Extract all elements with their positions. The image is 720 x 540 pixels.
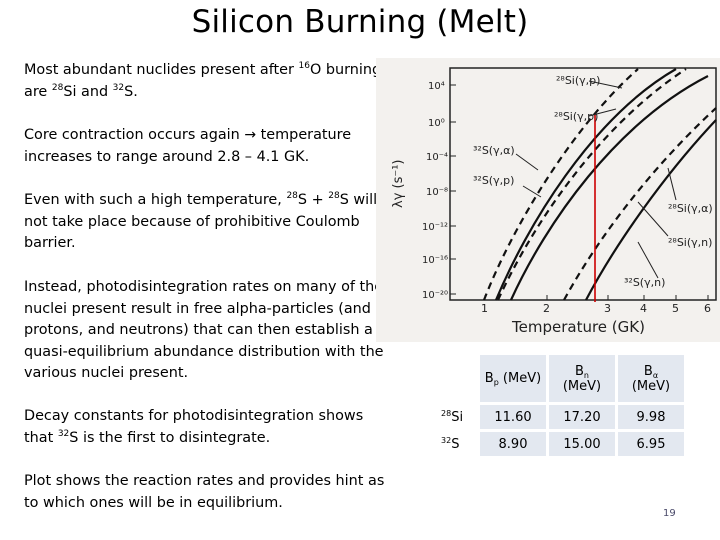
curve-s-gamma-n bbox=[563, 107, 717, 301]
x-tick-label: 6 bbox=[704, 302, 711, 315]
bn-value: 15.00 bbox=[549, 432, 615, 456]
header-subscript: α bbox=[652, 370, 659, 380]
curve-s-gamma-p bbox=[482, 68, 639, 301]
y-tick-label: 10⁰ bbox=[428, 118, 445, 129]
nuclide-cell: 32S bbox=[439, 432, 477, 456]
x-axis-label: Temperature (GK) bbox=[511, 318, 645, 336]
table-corner-cell bbox=[439, 355, 477, 402]
superscript: 32 bbox=[112, 82, 125, 93]
x-tick-label: 5 bbox=[672, 302, 679, 315]
ba-value: 6.95 bbox=[618, 432, 684, 456]
header-text: B bbox=[484, 371, 494, 386]
pointer-line bbox=[588, 108, 617, 117]
curve-label: ³²S(γ,α) bbox=[473, 144, 515, 157]
right-arrow-icon: → bbox=[244, 127, 257, 143]
text-run: S is the first to disintegrate. bbox=[69, 429, 271, 446]
pointer-line bbox=[637, 201, 669, 237]
page-number: 19 bbox=[663, 508, 676, 519]
curve-label: ³²S(γ,n) bbox=[624, 276, 665, 289]
y-tick-label: 10⁻¹² bbox=[422, 222, 448, 233]
header-text: B bbox=[575, 363, 584, 379]
paragraph-abundant-nuclides: Most abundant nuclides present after 16O… bbox=[24, 60, 389, 103]
paragraph-core-contraction: Core contraction occurs again → temperat… bbox=[24, 125, 369, 168]
table-header-row: Bp (MeV) Bn (MeV) Bα (MeV) bbox=[439, 355, 684, 402]
text-run: Even with such a high temperature, bbox=[24, 192, 287, 208]
text-run: Si and bbox=[63, 83, 113, 100]
y-tick-label: 10⁻⁸ bbox=[426, 187, 448, 198]
ba-value: 9.98 bbox=[618, 405, 684, 429]
y-tick-label: 10⁴ bbox=[428, 81, 445, 92]
y-tick-label: 10⁻⁴ bbox=[426, 152, 448, 163]
curve-label: ²⁸Si(γ,p) bbox=[556, 74, 600, 87]
header-unit: (MeV) bbox=[631, 378, 671, 394]
bp-value: 11.60 bbox=[480, 405, 546, 429]
header-ba: Bα (MeV) bbox=[618, 355, 684, 402]
pointer-line bbox=[515, 153, 539, 171]
superscript: 16 bbox=[298, 61, 310, 71]
y-ticks bbox=[450, 84, 456, 295]
text-run: temperature increases to range around 2.… bbox=[24, 127, 352, 165]
header-subscript: p bbox=[493, 378, 499, 387]
element-symbol: S bbox=[451, 436, 460, 452]
paragraph-plot-hint: Plot shows the reaction rates and provid… bbox=[24, 473, 385, 511]
paragraph-photodisintegration: Instead, photodisintegration rates on ma… bbox=[24, 279, 384, 381]
superscript: 28 bbox=[286, 191, 298, 201]
pointer-line bbox=[588, 80, 623, 89]
text-run: S + bbox=[297, 192, 329, 208]
superscript: 32 bbox=[57, 428, 70, 439]
text-run: S. bbox=[124, 83, 138, 100]
curve-si-gamma-p bbox=[494, 68, 677, 301]
text-run: Most abundant nuclides present after bbox=[24, 62, 299, 78]
text-run: Decay constants for photodisintegration … bbox=[24, 408, 364, 446]
paragraph-coulomb-barrier: Even with such a high temperature, 28S +… bbox=[24, 190, 384, 255]
curve-label: ³²S(γ,p) bbox=[473, 174, 514, 187]
bp-value: 8.90 bbox=[480, 432, 546, 456]
mass-number: 28 bbox=[441, 408, 452, 418]
binding-energy-table: Bp (MeV) Bn (MeV) Bα (MeV) 28Si 11.60 17.2… bbox=[436, 352, 687, 459]
text-run: Core contraction occurs again bbox=[24, 127, 245, 143]
header-subscript: n bbox=[583, 370, 589, 380]
pointer-line bbox=[637, 241, 659, 279]
nuclide-cell: 28Si bbox=[439, 405, 477, 429]
table-row: 28Si 11.60 17.20 9.98 bbox=[439, 405, 684, 429]
text-run: O burning are bbox=[24, 62, 382, 100]
slide-title: Silicon Burning (Melt) bbox=[191, 4, 529, 40]
mass-number: 32 bbox=[441, 435, 452, 445]
curve-label: ²⁸Si(γ,α) bbox=[668, 202, 713, 215]
header-unit: (MeV) bbox=[562, 378, 602, 394]
header-bp: Bp (MeV) bbox=[480, 355, 546, 402]
header-unit: (MeV) bbox=[498, 371, 542, 386]
curve-si-gamma-alpha bbox=[509, 75, 709, 301]
table-row: 32S 8.90 15.00 6.95 bbox=[439, 432, 684, 456]
pointer-line bbox=[667, 167, 677, 201]
element-symbol: Si bbox=[451, 409, 464, 425]
y-tick-label: 10⁻¹⁶ bbox=[422, 255, 448, 266]
x-tick-label: 3 bbox=[604, 302, 611, 315]
y-axis-label: λγ (s⁻¹) bbox=[391, 159, 406, 208]
x-tick-label: 4 bbox=[640, 302, 647, 315]
superscript: 28 bbox=[51, 82, 64, 93]
header-text: B bbox=[643, 363, 653, 379]
x-tick-label: 2 bbox=[543, 302, 550, 315]
plot-frame bbox=[449, 67, 717, 301]
x-tick-label: 1 bbox=[481, 302, 488, 315]
bn-value: 17.20 bbox=[549, 405, 615, 429]
pointer-line bbox=[522, 185, 542, 198]
header-bn: Bn (MeV) bbox=[549, 355, 615, 402]
paragraph-decay-constants: Decay constants for photodisintegration … bbox=[24, 406, 379, 449]
curve-label: ²⁸Si(γ,p) bbox=[554, 110, 598, 123]
superscript: 28 bbox=[328, 191, 340, 201]
text-run: S will not take place because of prohibi… bbox=[24, 192, 378, 251]
y-tick-label: 10⁻²⁰ bbox=[422, 290, 448, 301]
curve-label: ²⁸Si(γ,n) bbox=[668, 236, 712, 249]
reaction-rate-plot: 10⁴ 10⁰ 10⁻⁴ 10⁻⁸ 10⁻¹² 10⁻¹⁶ 10⁻²⁰ 1 2 … bbox=[376, 58, 720, 342]
